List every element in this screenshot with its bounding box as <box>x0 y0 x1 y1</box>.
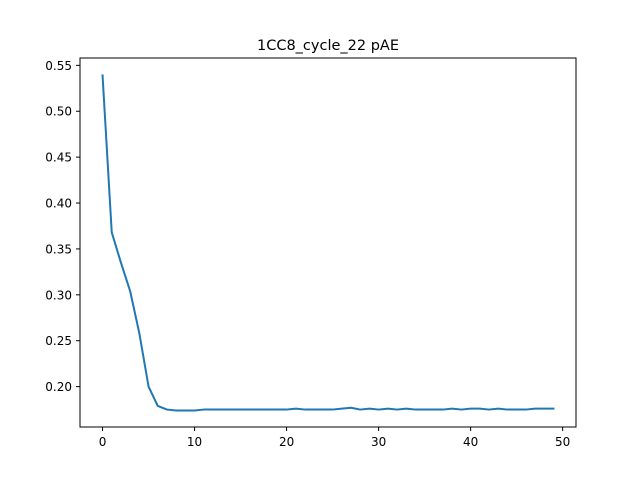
series-line-0 <box>101 74 555 412</box>
chart-title: 1CC8_cycle_22 pAE <box>257 38 399 54</box>
x-tick-label: 50 <box>555 435 570 449</box>
y-tick-label: 0.25 <box>45 334 72 348</box>
x-tick-label: 40 <box>463 435 478 449</box>
y-tick-label: 0.20 <box>45 380 72 394</box>
y-tick-label: 0.50 <box>45 105 72 119</box>
plot-frame <box>79 57 577 428</box>
x-tick-label: 20 <box>279 435 294 449</box>
x-tick-label: 10 <box>187 435 202 449</box>
x-tick-label: 30 <box>371 435 386 449</box>
y-tick-label: 0.55 <box>45 59 72 73</box>
y-tick-label: 0.35 <box>45 242 72 256</box>
y-axis: 0.20 0.25 0.30 0.35 0.40 0.45 0.50 0.55 <box>45 59 80 394</box>
y-tick-label: 0.45 <box>45 151 72 165</box>
y-tick-label: 0.40 <box>45 197 72 211</box>
x-tick-label: 0 <box>99 435 107 449</box>
x-axis: 0 10 20 30 40 50 <box>99 427 570 449</box>
y-tick-label: 0.30 <box>45 288 72 302</box>
plot-area <box>101 74 555 412</box>
